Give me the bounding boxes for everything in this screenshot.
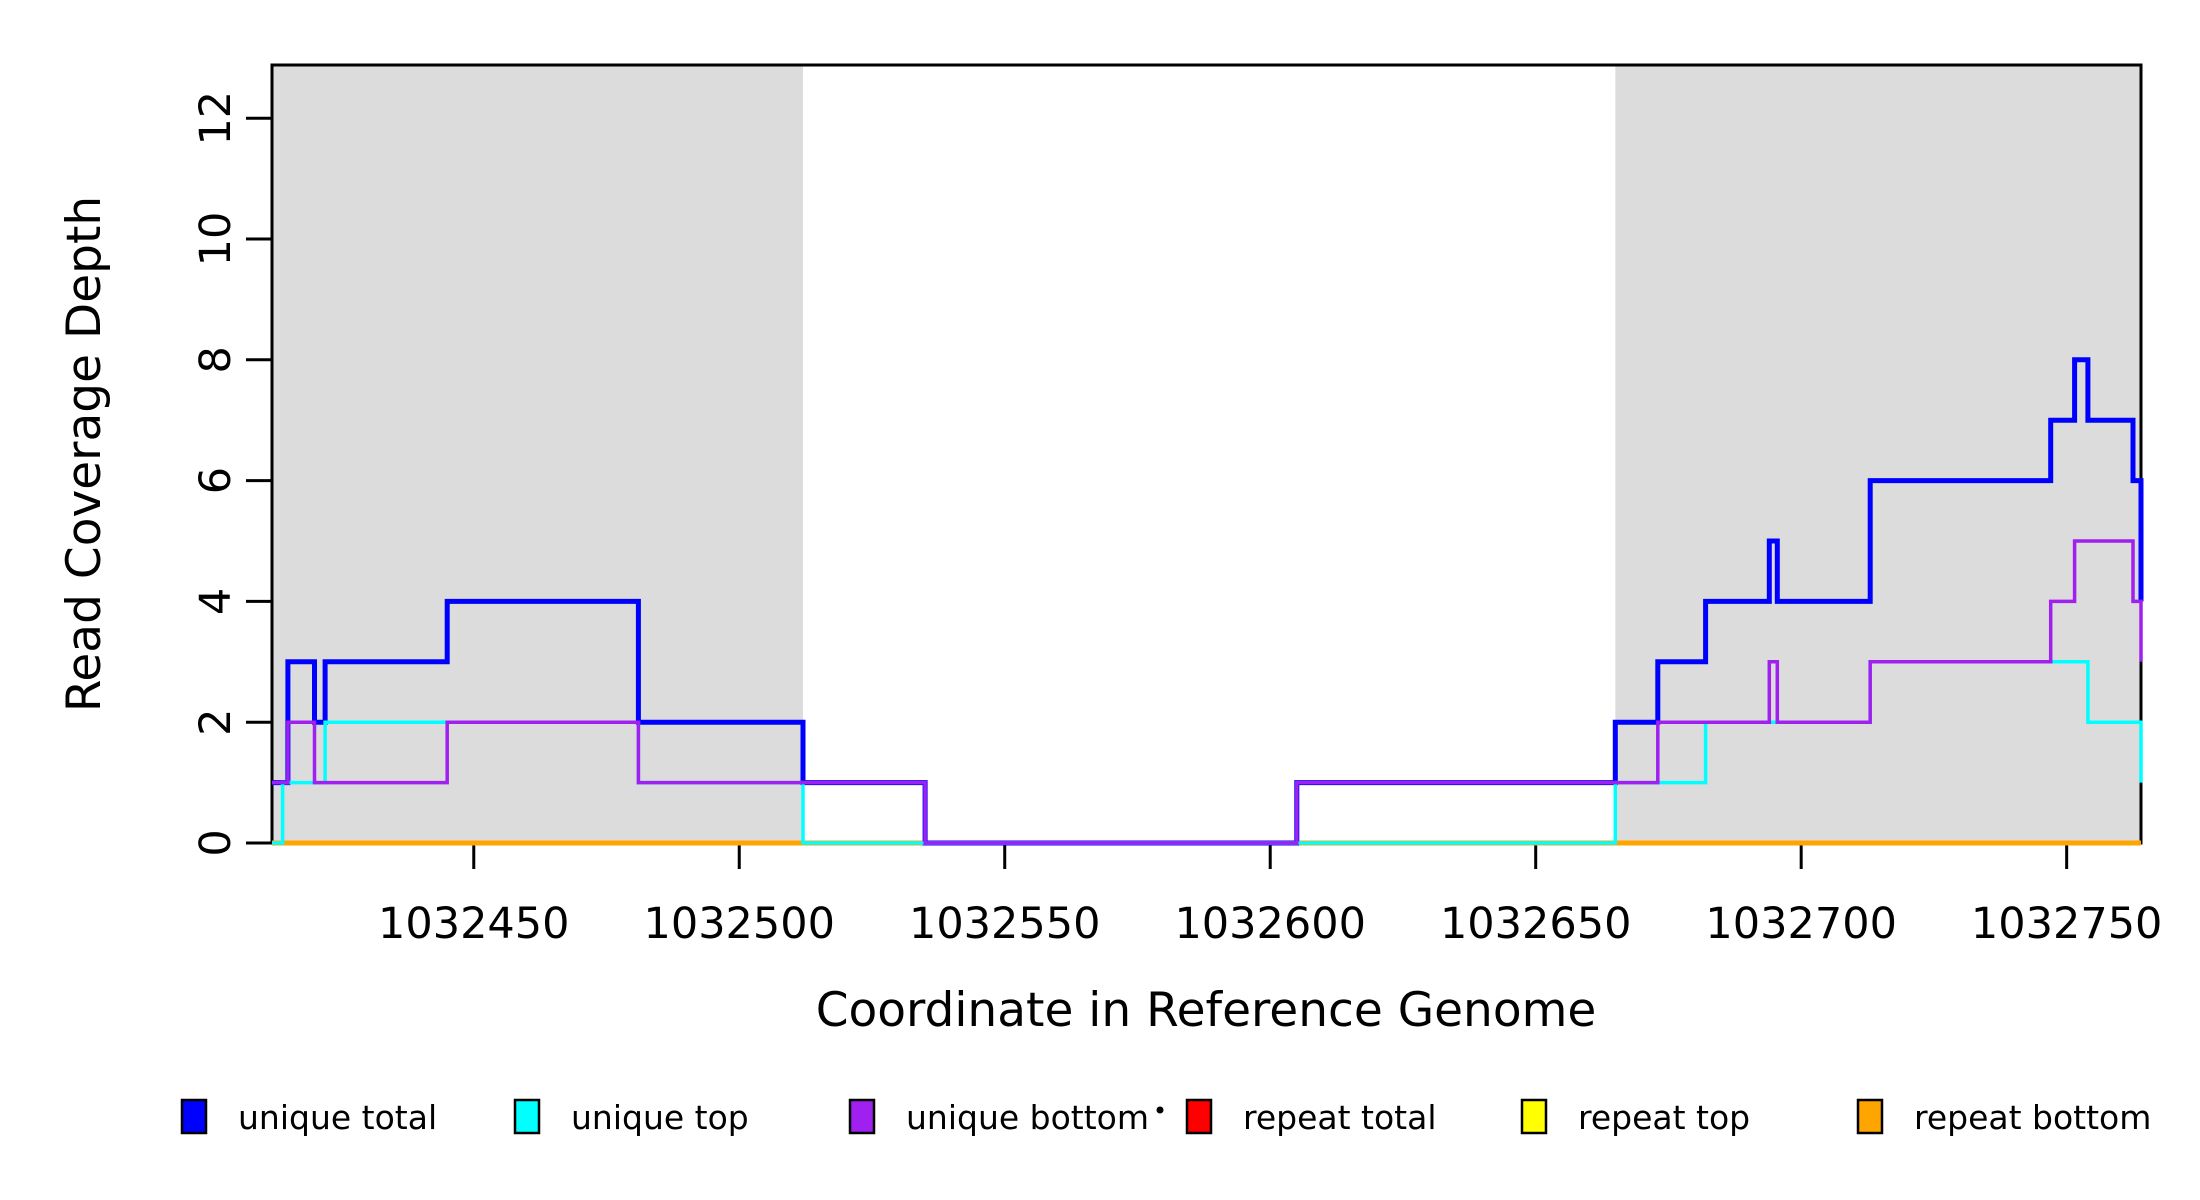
shaded-regions-layer	[272, 65, 2141, 843]
x-tick-label: 1032450	[378, 899, 570, 949]
x-tick-label: 1032650	[1440, 899, 1632, 949]
y-tick-label: 2	[191, 709, 241, 736]
right-gray-region	[1615, 65, 2141, 843]
legend-item: unique total	[180, 1098, 437, 1137]
x-tick-label: 1032500	[643, 899, 835, 949]
y-tick-label: 12	[191, 91, 241, 146]
x-tick-label: 1032700	[1705, 899, 1897, 949]
legend-label: repeat top	[1578, 1098, 1750, 1137]
legend-label: unique total	[238, 1098, 437, 1137]
series-layer	[272, 357, 2144, 846]
y-tick-label: 10	[191, 212, 241, 267]
series-line-unique-bottom	[272, 539, 2143, 845]
legend-swatch-repeat-bottom	[1856, 1098, 1884, 1135]
x-tick-label: 1032750	[1971, 899, 2163, 949]
legend-swatch-repeat-total	[1185, 1098, 1213, 1135]
legend-swatch-unique-top	[513, 1098, 541, 1135]
legend-item: repeat top	[1520, 1098, 1750, 1137]
legend: unique total unique top unique bottom repea…	[180, 1098, 2151, 1137]
x-axis-title: Coordinate in Reference Genome	[816, 983, 1597, 1038]
y-axis-title: Read Coverage Depth	[57, 196, 112, 712]
y-tick-label: 4	[191, 588, 241, 615]
legend-swatch-repeat-top	[1520, 1098, 1548, 1135]
legend-label: unique top	[571, 1098, 749, 1137]
legend-item: unique top	[513, 1098, 749, 1137]
legend-item: repeat total	[1185, 1098, 1437, 1137]
legend-item: repeat bottom	[1856, 1098, 2151, 1137]
legend-label: repeat total	[1243, 1098, 1437, 1137]
legend-label: repeat bottom	[1914, 1098, 2151, 1137]
legend-swatch-unique-bottom	[848, 1098, 876, 1135]
legend-swatch-unique-total	[180, 1098, 208, 1135]
axes-layer: 1032450 1032500 1032550 1032600 1032650 10327…	[191, 91, 2162, 949]
x-tick-label: 1032600	[1174, 899, 1366, 949]
y-tick-label: 6	[191, 467, 241, 494]
x-tick-label: 1032550	[909, 899, 1101, 949]
y-tick-label: 8	[191, 346, 241, 373]
left-gray-region	[272, 65, 803, 843]
legend-item: unique bottom	[848, 1098, 1149, 1137]
stray-dot-artifact	[1156, 1106, 1164, 1114]
legend-label: unique bottom	[906, 1098, 1149, 1137]
y-tick-label: 0	[191, 829, 241, 856]
